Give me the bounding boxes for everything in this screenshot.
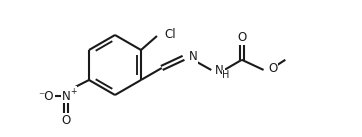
Text: ⁻O: ⁻O (38, 89, 54, 102)
Text: O: O (62, 113, 71, 126)
Text: N: N (189, 50, 197, 63)
Text: N: N (215, 64, 224, 76)
Text: O: O (269, 62, 278, 75)
Text: N: N (62, 89, 71, 102)
Text: Cl: Cl (164, 28, 176, 41)
Text: O: O (237, 31, 247, 44)
Text: H: H (222, 70, 230, 80)
Text: +: + (70, 86, 76, 95)
